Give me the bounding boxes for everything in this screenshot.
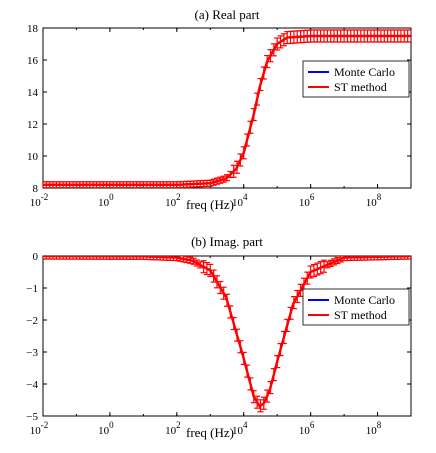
y-tick-label: −4 [26, 379, 38, 391]
y-tick-label: 10 [27, 151, 39, 163]
x-tick-label-base: 10 [30, 197, 42, 209]
x-tick-label-exp: 6 [310, 420, 315, 430]
x-tick-label-exp: 2 [176, 192, 181, 202]
legend-label: Monte Carlo [334, 65, 395, 79]
y-tick-label: 0 [33, 251, 39, 263]
x-tick-label-exp: 0 [109, 192, 114, 202]
x-tick-label-exp: 0 [109, 420, 114, 430]
legend-label: ST method [334, 80, 387, 94]
y-tick-label: 12 [27, 119, 38, 131]
y-tick-label: 8 [33, 183, 39, 195]
y-tick-label: 16 [27, 55, 39, 67]
x-tick-label: 106 [299, 420, 315, 437]
x-tick-label: 10-2 [30, 192, 49, 209]
x-tick-label: 108 [366, 192, 382, 209]
x-tick-label-exp: -2 [41, 420, 49, 430]
x-tick-label: 100 [98, 420, 114, 437]
y-tick-label: 14 [27, 87, 39, 99]
y-tick-label: −5 [26, 411, 38, 423]
x-tick-label-exp: 4 [243, 192, 248, 202]
x-tick-label-base: 10 [299, 197, 311, 209]
x-tick-label-base: 10 [232, 197, 244, 209]
legend-box [302, 60, 410, 98]
x-tick-label-base: 10 [165, 425, 177, 437]
x-axis-label: freq (Hz) [186, 425, 234, 440]
series-line-st-method [43, 34, 411, 186]
x-tick-label: 108 [366, 420, 382, 437]
x-tick-label-base: 10 [165, 197, 177, 209]
axes-frame [42, 27, 412, 189]
x-tick-label: 102 [165, 192, 181, 209]
legend-label: Monte Carlo [334, 293, 395, 307]
x-tick-label-base: 10 [98, 197, 110, 209]
x-tick-label-exp: 4 [243, 420, 248, 430]
x-tick-label: 10-2 [30, 420, 49, 437]
legend-box [302, 288, 410, 326]
x-tick-label-exp: 8 [377, 420, 382, 430]
chart-title: (b) Imag. part [191, 234, 263, 249]
x-tick-label: 104 [232, 420, 248, 437]
x-tick-label: 100 [98, 192, 114, 209]
y-tick-label: −3 [26, 347, 38, 359]
x-tick-label-base: 10 [366, 425, 378, 437]
x-tick-label-base: 10 [299, 425, 311, 437]
chart-title: (a) Real part [195, 7, 260, 22]
x-tick-label: 106 [299, 192, 315, 209]
y-tick-label: −1 [26, 283, 38, 295]
y-tick-label: 18 [27, 23, 39, 35]
x-tick-label-base: 10 [30, 425, 42, 437]
x-tick-label-exp: 6 [310, 192, 315, 202]
y-tick-label: −2 [26, 315, 38, 327]
legend-label: ST method [334, 308, 387, 322]
x-tick-label-exp: 8 [377, 192, 382, 202]
series-line-st-method [43, 256, 411, 409]
x-tick-label-exp: 2 [176, 420, 181, 430]
x-tick-label-base: 10 [232, 425, 244, 437]
x-tick-label-base: 10 [366, 197, 378, 209]
series-line-monte-carlo [43, 35, 411, 186]
plot-area [43, 29, 411, 188]
x-axis-label: freq (Hz) [186, 197, 234, 212]
x-tick-label: 104 [232, 192, 248, 209]
x-tick-label: 102 [165, 420, 181, 437]
series-line-monte-carlo [43, 256, 411, 408]
x-tick-label-exp: -2 [41, 192, 49, 202]
plot-area [43, 256, 411, 413]
axes-frame [42, 255, 412, 417]
x-tick-label-base: 10 [98, 425, 110, 437]
